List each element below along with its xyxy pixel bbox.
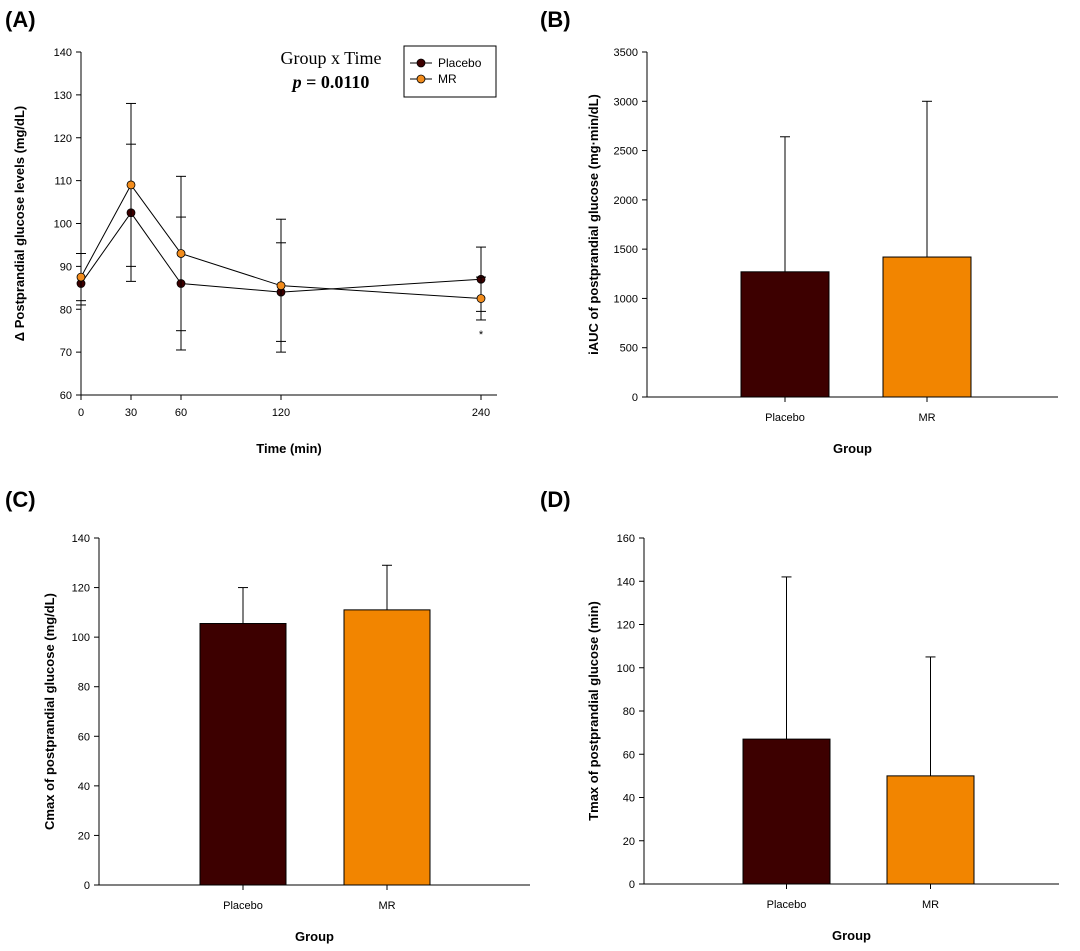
panel-label: (D) [540,487,571,512]
x-tick-label: MR [922,899,939,911]
y-tick-label: 40 [78,781,90,793]
y-tick-label: 100 [54,219,72,231]
panel-d: (D) 0 20 40 60 80 100 120 140 160 Tmax of postpran… [540,487,1059,943]
data-point [276,281,286,291]
x-axis-title: Group [832,928,871,943]
panel-a: (A) 60 70 80 90 100 110 120 130 140 Δ Postprandial… [5,7,497,456]
bar-placebo [199,623,287,886]
y-tick-label: 140 [72,533,90,545]
legend: Placebo MR [403,45,497,98]
legend-marker [416,74,426,84]
bar-placebo [742,738,831,885]
y-tick-label: 70 [60,347,72,359]
bar-placebo [740,271,830,398]
p-value: = 0.0110 [302,72,370,92]
y-tick-label: 90 [60,261,72,273]
legend-marker [416,58,426,68]
x-tick-label: 60 [175,407,187,419]
x-tick-label: MR [918,412,935,424]
y-tick-label: 1500 [614,244,638,256]
y-tick-label: 3500 [614,47,638,59]
bar-mr [343,609,431,886]
y-tick-label: 20 [623,836,635,848]
x-tick-label: 30 [125,407,137,419]
x-tick-label: 240 [472,407,490,419]
y-tick-label: 80 [623,706,635,718]
data-point [176,249,186,258]
y-tick-label: 500 [620,343,638,355]
panel-b: (B) 0 500 1000 1500 2000 2500 3000 3500 iAUC of p… [540,7,1058,456]
y-tick-label: 140 [617,576,635,588]
y-tick-label: 80 [60,304,72,316]
y-axis-title: iAUC of postprandial glucose (mg·min/dL) [586,94,601,355]
significance-marker: * [479,329,484,341]
x-tick-label: MR [378,900,395,912]
y-tick-label: 3000 [614,96,638,108]
panel-label: (C) [5,487,36,512]
y-tick-label: 100 [617,663,635,675]
y-axis-title: Cmax of postprandial glucose (mg/dL) [42,593,57,830]
y-tick-label: 120 [72,583,90,595]
y-tick-label: 130 [54,90,72,102]
y-tick-label: 0 [629,879,635,891]
x-axis-title: Time (min) [256,441,322,456]
panel-c: (C) 0 20 40 60 80 100 120 140 Cmax of postprandia… [5,487,530,944]
y-tick-label: 2500 [614,146,638,158]
bar-mr [882,256,972,398]
y-axis-title: Δ Postprandial glucose levels (mg/dL) [12,106,27,341]
y-tick-label: 60 [60,390,72,402]
y-axis-title: Tmax of postprandial glucose (min) [586,601,601,821]
y-tick-label: 1000 [614,293,638,305]
y-tick-label: 160 [617,533,635,545]
y-tick-label: 100 [72,632,90,644]
x-tick-label: Placebo [765,412,805,424]
y-tick-label: 40 [623,793,635,805]
y-tick-label: 0 [84,880,90,892]
bar-mr [886,775,975,885]
series-mr [76,102,486,353]
y-tick-label: 120 [617,620,635,632]
data-point [126,180,136,190]
legend-label: Placebo [438,56,482,70]
x-tick-label: Placebo [223,900,263,912]
x-tick-label: 120 [272,407,290,419]
y-tick-label: 110 [54,176,72,188]
x-tick-label: Placebo [767,899,807,911]
data-point [76,272,86,282]
x-axis-title: Group [295,929,334,944]
panel-label: (B) [540,7,571,32]
y-tick-label: 0 [632,392,638,404]
legend-label: MR [438,72,457,86]
y-tick-label: 140 [54,47,72,59]
y-tick-label: 60 [78,731,90,743]
y-tick-label: 2000 [614,195,638,207]
y-tick-label: 80 [78,682,90,694]
annotation-p-value: p = 0.0110 [291,72,370,92]
panel-label: (A) [5,7,36,32]
p-label: p [291,72,302,92]
annotation-title: Group x Time [280,48,381,68]
x-tick-label: 0 [78,407,84,419]
y-tick-label: 60 [623,749,635,761]
y-tick-label: 120 [54,133,72,145]
y-tick-label: 20 [78,830,90,842]
data-point [476,294,486,303]
legend-box [403,45,497,98]
x-axis-title: Group [833,441,872,456]
